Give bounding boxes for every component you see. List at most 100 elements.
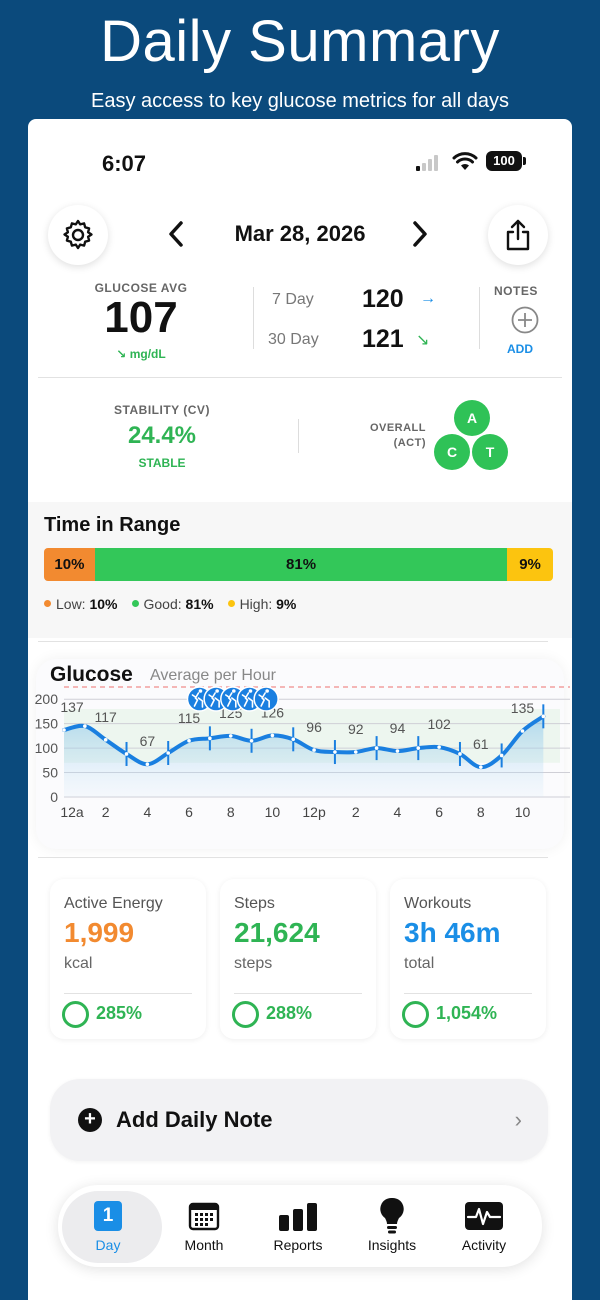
time-in-range-bar[interactable]: 10% 81% 9% <box>44 548 553 581</box>
y-tick-label: 200 <box>35 691 59 707</box>
workout-figure-icon <box>191 692 204 708</box>
glucose-point <box>416 746 421 750</box>
share-icon <box>506 219 530 251</box>
time-in-range-legend: Low: 10% Good: 81% High: 9% <box>44 596 296 612</box>
activity-pulse-icon <box>436 1201 532 1233</box>
cellular-signal-icon <box>416 155 438 171</box>
x-tick-label: 2 <box>352 804 360 820</box>
data-label: 96 <box>306 719 322 735</box>
overall-act-label: OVERALL (ACT) <box>369 422 426 449</box>
tab-reports[interactable]: Reports <box>250 1185 346 1267</box>
data-label: 137 <box>60 699 84 715</box>
chevron-right-icon: › <box>514 1107 522 1132</box>
glucose-metrics: GLUCOSE AVG 107 ↘ mg/dL 7 Day 120 → 30 D… <box>28 277 572 367</box>
active-energy-card[interactable]: Active Energy 1,999 kcal 285% <box>50 879 206 1039</box>
glucose-point <box>166 751 171 755</box>
x-tick-label: 8 <box>227 804 235 820</box>
tab-day[interactable]: 1 Day <box>60 1185 162 1267</box>
tab-bar: 1 Day Month <box>58 1185 542 1267</box>
glucose-point <box>437 745 441 749</box>
card-value: 1,999 <box>64 917 135 948</box>
tab-label: Day <box>95 1237 121 1253</box>
previous-day-button[interactable] <box>164 219 188 249</box>
glucose-point <box>291 737 296 742</box>
thirty-day-label: 30 Day <box>268 331 319 348</box>
glucose-point <box>62 728 66 732</box>
divider <box>234 993 362 994</box>
y-tick-label: 100 <box>35 740 59 756</box>
arrow-down-right-icon: ↘ <box>116 347 130 361</box>
steps-card[interactable]: Steps 21,624 steps 288% <box>220 879 376 1039</box>
data-label: 102 <box>427 716 451 732</box>
card-value: 21,624 <box>234 917 320 948</box>
tab-activity[interactable]: Activity <box>436 1185 532 1267</box>
card-unit: steps <box>234 955 273 972</box>
workout-figure-icon <box>225 692 237 708</box>
seven-day-value: 120 <box>362 285 404 313</box>
divider <box>64 993 192 994</box>
glucose-point <box>249 738 254 743</box>
x-tick-label: 12a <box>60 804 84 820</box>
progress-ring-icon <box>232 1001 259 1028</box>
workout-figure-icon <box>241 692 254 708</box>
arrow-right-icon: → <box>420 290 436 307</box>
stability-label: STABILITY (CV) <box>114 403 210 417</box>
glucose-point <box>187 738 191 743</box>
x-tick-label: 8 <box>477 804 485 820</box>
glucose-point <box>479 765 483 769</box>
x-tick-label: 12p <box>302 804 326 820</box>
add-note-plus-icon[interactable] <box>510 305 540 335</box>
divider <box>298 419 299 453</box>
legend-good: Good: 81% <box>131 596 214 612</box>
data-label: 67 <box>140 733 156 749</box>
grade-t-badge[interactable]: T <box>472 434 508 470</box>
x-tick-label: 6 <box>435 804 443 820</box>
add-daily-note-button[interactable]: + Add Daily Note › <box>50 1079 548 1161</box>
y-tick-label: 50 <box>42 765 58 781</box>
add-note-button[interactable]: ADD <box>507 342 533 356</box>
phone-screen: 6:07 100 Mar 28, 2026 <box>28 119 572 1300</box>
workout-head <box>248 689 253 693</box>
settings-button[interactable] <box>48 205 108 265</box>
glucose-point <box>395 749 400 753</box>
time-in-range-section: Time in Range 10% 81% 9% Low: 10% Good: … <box>28 502 572 638</box>
tir-segment-low: 10% <box>44 548 95 581</box>
card-percent: 288% <box>266 1003 313 1023</box>
x-tick-label: 10 <box>265 804 281 820</box>
x-tick-label: 6 <box>185 804 193 820</box>
x-tick-label: 10 <box>515 804 531 820</box>
glucose-point <box>270 733 275 738</box>
grade-a-badge[interactable]: A <box>454 400 490 436</box>
time-in-range-title: Time in Range <box>44 514 181 536</box>
tab-month[interactable]: Month <box>156 1185 252 1267</box>
card-value: 3h 46m <box>404 917 501 948</box>
status-bar: 6:07 100 <box>28 149 572 179</box>
workout-head <box>215 689 219 693</box>
tab-insights[interactable]: Insights <box>344 1185 440 1267</box>
status-time: 6:07 <box>102 151 147 176</box>
legend-low: Low: 10% <box>44 596 118 612</box>
calendar-month-icon <box>156 1201 252 1233</box>
glucose-point <box>520 729 525 733</box>
glucose-area <box>64 716 544 797</box>
share-button[interactable] <box>488 205 548 265</box>
grade-c-badge[interactable]: C <box>434 434 470 470</box>
current-date[interactable]: Mar 28, 2026 <box>234 221 366 246</box>
tab-label: Month <box>184 1237 224 1253</box>
glucose-point <box>208 736 212 741</box>
glucose-point <box>374 746 379 750</box>
card-percent: 1,054% <box>436 1003 498 1023</box>
bar-chart-icon <box>250 1201 346 1233</box>
y-tick-label: 0 <box>50 789 58 805</box>
progress-ring-icon <box>402 1001 429 1028</box>
glucose-avg-label: GLUCOSE AVG <box>94 281 188 295</box>
workout-head <box>232 689 236 693</box>
x-tick-label: 2 <box>102 804 110 820</box>
tir-segment-high: 9% <box>507 548 553 581</box>
next-day-button[interactable] <box>408 219 432 249</box>
workouts-card[interactable]: Workouts 3h 46m total 1,054% <box>390 879 546 1039</box>
chevron-right-icon <box>413 221 427 247</box>
tir-segment-good: 81% <box>94 548 508 581</box>
glucose-avg-value: 107 <box>104 293 178 342</box>
